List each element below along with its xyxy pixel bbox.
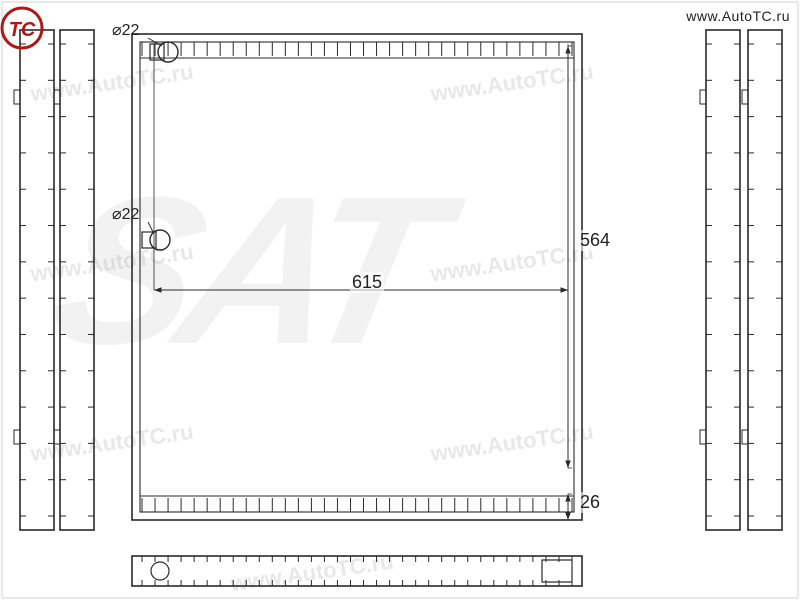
technical-drawing	[0, 0, 800, 600]
dim-width-label: 615	[350, 272, 384, 293]
dim-height-label: 564	[578, 230, 612, 251]
diam-mid-label: ⌀22	[112, 204, 139, 224]
source-url: www.AutoTC.ru	[686, 8, 790, 24]
autotc-logo: TC	[0, 6, 44, 50]
diagram-canvas: SAT www.AutoTC.ruwww.AutoTC.ruwww.AutoTC…	[0, 0, 800, 600]
dim-thick-label: 26	[578, 492, 602, 513]
diam-top-label: ⌀22	[112, 20, 139, 40]
svg-text:TC: TC	[9, 19, 36, 41]
